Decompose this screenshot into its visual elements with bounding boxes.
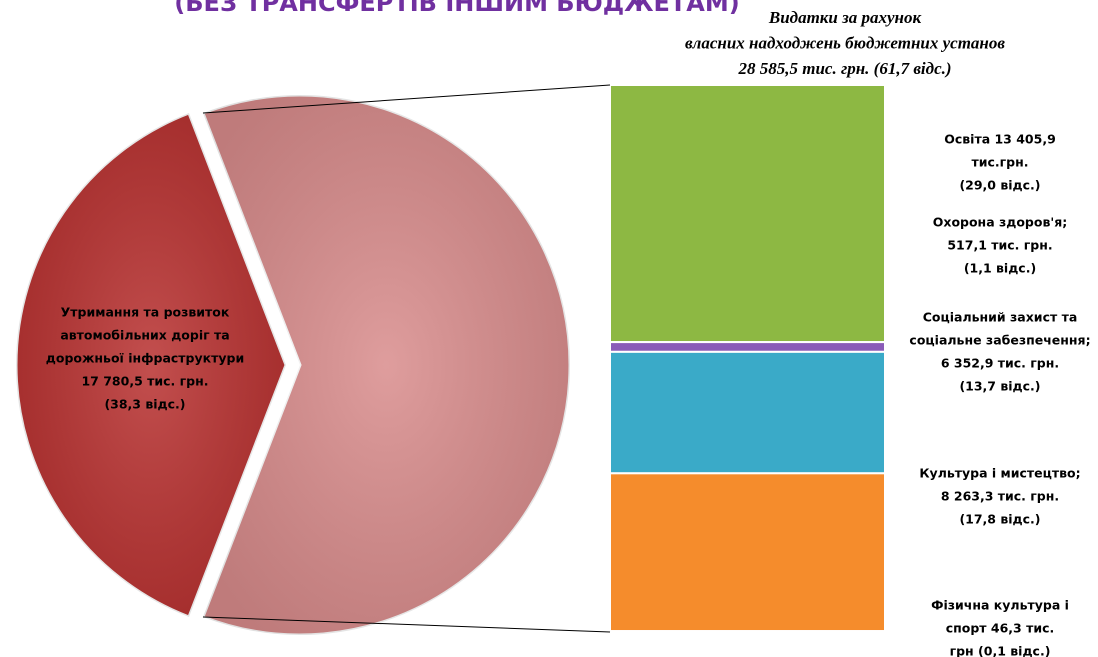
data-label: Фізична культура і: [931, 598, 1069, 613]
data-label: автомобільних доріг та: [60, 328, 229, 343]
slice-shade: [202, 95, 570, 635]
data-label: (38,3 відс.): [104, 397, 185, 412]
bar-title: 28 585,5 тис. грн. (61,7 відс.): [737, 59, 951, 78]
bar-segment: [609, 472, 886, 633]
data-label: (17,8 відс.): [959, 512, 1040, 527]
data-label: 17 780,5 тис. грн.: [81, 374, 208, 389]
data-label: соціальне забезпечення;: [909, 333, 1090, 348]
data-label: Освіта 13 405,9: [944, 132, 1056, 147]
bar-segment: [609, 84, 886, 344]
data-label: грн (0,1 відс.): [950, 644, 1051, 657]
data-label: Соціальний захист та: [923, 310, 1078, 325]
bar-segment: [609, 341, 886, 353]
data-label: тис.грн.: [971, 155, 1028, 170]
bar-title: власних надходжень бюджетних установ: [685, 33, 1005, 52]
connector-line: [202, 84, 611, 114]
data-label: Охорона здоров'я;: [933, 215, 1067, 230]
bar-segment: [609, 630, 886, 634]
data-label: 517,1 тис. грн.: [947, 238, 1052, 253]
chart-title: (БЕЗ ТРАНСФЕРТІВ ІНШИМ БЮДЖЕТАМ): [174, 0, 739, 17]
data-label: дорожньої інфраструктури: [46, 351, 244, 366]
bar-title: Видатки за рахунок: [768, 8, 922, 27]
data-label: спорт 46,3 тис.: [946, 621, 1055, 636]
data-label: 8 263,3 тис. грн.: [941, 489, 1059, 504]
data-label: (13,7 відс.): [959, 379, 1040, 394]
bar-segment: [609, 350, 886, 475]
data-label: Культура і мистецтво;: [919, 466, 1080, 481]
connector-line: [202, 616, 611, 633]
data-label: (29,0 відс.): [959, 178, 1040, 193]
data-label: Утримання та розвиток: [61, 305, 230, 320]
data-label: 6 352,9 тис. грн.: [941, 356, 1059, 371]
data-label: (1,1 відс.): [964, 261, 1036, 276]
slice-shade: [15, 113, 287, 617]
